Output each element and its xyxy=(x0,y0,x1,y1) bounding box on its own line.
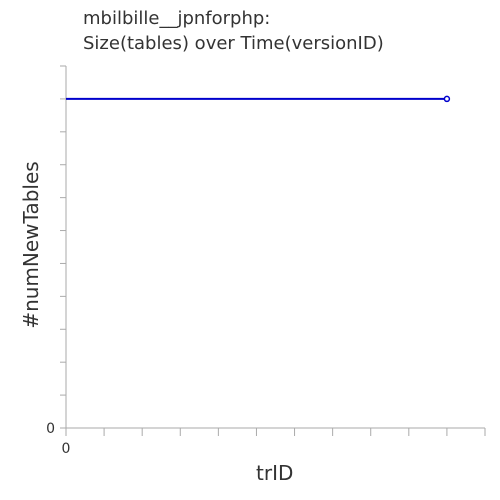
x-axis-label: trID xyxy=(256,461,294,485)
series-marks xyxy=(66,95,451,103)
data-point xyxy=(443,95,451,103)
chart-title-line-2: Size(tables) over Time(versionID) xyxy=(83,33,384,54)
chart-title-line-1: mbilbille__jpnforphp: xyxy=(83,8,271,29)
y-axis-label: #numNewTables xyxy=(19,161,43,329)
axes: 00 xyxy=(46,65,486,457)
y-tick-label: 0 xyxy=(46,421,55,437)
x-tick-label: 0 xyxy=(62,441,71,457)
